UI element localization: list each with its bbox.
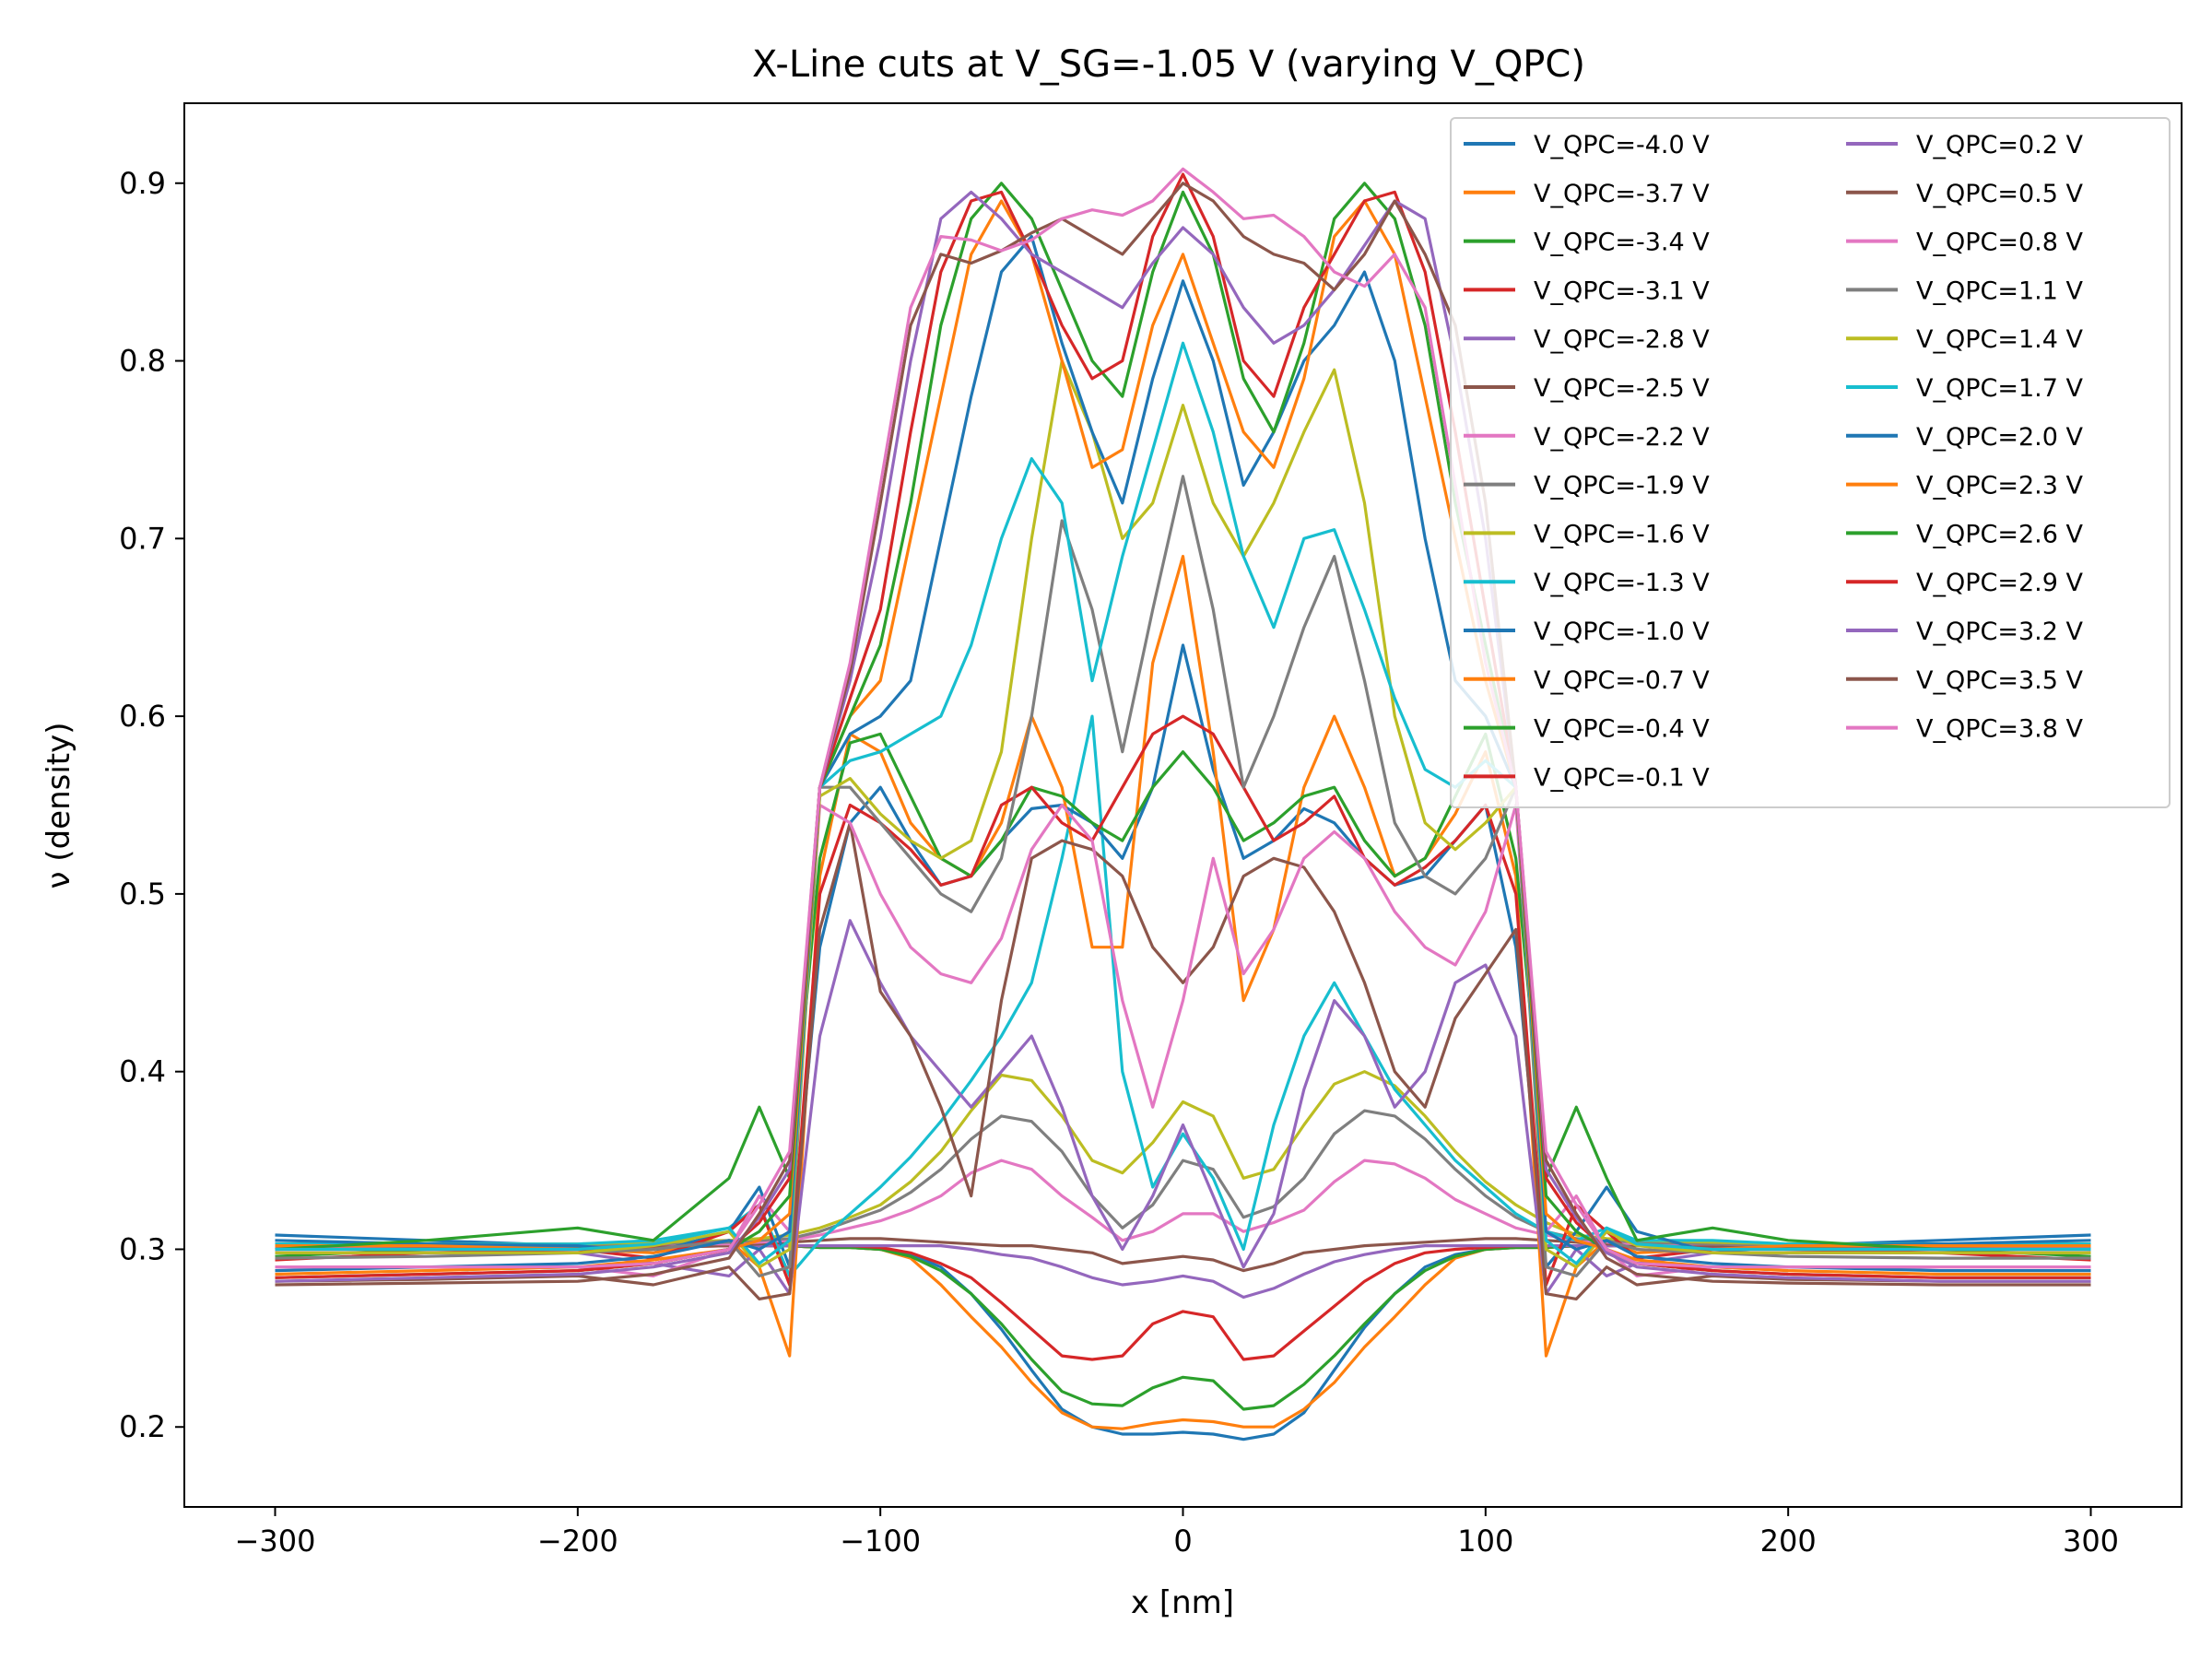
legend-label: V_QPC=2.9 V bbox=[1916, 569, 2084, 597]
legend-label: V_QPC=1.7 V bbox=[1916, 374, 2084, 403]
legend-label: V_QPC=1.4 V bbox=[1916, 325, 2084, 354]
chart-title: X-Line cuts at V_SG=-1.05 V (varying V_Q… bbox=[752, 43, 1585, 86]
x-tick-label: 300 bbox=[2063, 1524, 2119, 1559]
y-tick-label: 0.4 bbox=[119, 1054, 166, 1089]
legend-label: V_QPC=-1.6 V bbox=[1534, 520, 1710, 548]
x-tick-label: −300 bbox=[235, 1524, 316, 1559]
legend-label: V_QPC=2.0 V bbox=[1916, 423, 2084, 452]
x-tick-label: −200 bbox=[537, 1524, 618, 1559]
y-axis: 0.2 0.3 0.4 0.5 0.6 0.7 0.8 0.9 bbox=[119, 166, 184, 1444]
legend-label: V_QPC=-2.2 V bbox=[1534, 423, 1710, 452]
legend-label: V_QPC=2.6 V bbox=[1916, 520, 2084, 548]
y-tick-label: 0.3 bbox=[119, 1231, 166, 1266]
x-axis-label: x [nm] bbox=[1131, 1584, 1234, 1621]
legend-label: V_QPC=-3.7 V bbox=[1534, 180, 1710, 208]
x-tick-label: 0 bbox=[1173, 1524, 1192, 1559]
x-tick-label: 100 bbox=[1457, 1524, 1513, 1559]
legend-label: V_QPC=0.8 V bbox=[1916, 229, 2084, 257]
legend-label: V_QPC=-3.4 V bbox=[1534, 229, 1710, 257]
legend-label: V_QPC=-0.7 V bbox=[1534, 666, 1710, 695]
x-tick-label: −100 bbox=[840, 1524, 921, 1559]
legend-label: V_QPC=0.5 V bbox=[1916, 180, 2084, 208]
legend-label: V_QPC=-1.0 V bbox=[1534, 618, 1710, 646]
y-tick-label: 0.5 bbox=[119, 877, 166, 912]
y-tick-label: 0.7 bbox=[119, 521, 166, 556]
legend-box bbox=[1450, 117, 2171, 808]
y-tick-label: 0.6 bbox=[119, 699, 166, 734]
series-line-16 bbox=[275, 821, 2091, 1301]
legend-label: V_QPC=-1.9 V bbox=[1534, 472, 1710, 500]
legend-label: V_QPC=-0.4 V bbox=[1534, 715, 1710, 744]
legend-label: V_QPC=-4.0 V bbox=[1534, 131, 1710, 159]
y-axis-label: ν (density) bbox=[41, 723, 77, 889]
series-line-10 bbox=[275, 714, 2091, 1278]
legend-label: V_QPC=2.3 V bbox=[1916, 472, 2084, 500]
y-tick-label: 0.8 bbox=[119, 344, 166, 379]
legend-label: V_QPC=-3.1 V bbox=[1534, 276, 1710, 305]
legend-label: V_QPC=-2.8 V bbox=[1534, 325, 1710, 354]
x-axis: −300 −200 −100 0 100 200 300 bbox=[235, 1507, 2119, 1559]
series-line-15 bbox=[275, 919, 2091, 1296]
series-line-27 bbox=[275, 167, 2091, 1269]
series-line-5 bbox=[275, 1243, 2091, 1300]
legend-label: V_QPC=-2.5 V bbox=[1534, 374, 1710, 403]
series-layer bbox=[275, 167, 2091, 1441]
legend-label: V_QPC=3.2 V bbox=[1916, 618, 2084, 646]
legend-label: V_QPC=0.2 V bbox=[1916, 131, 2084, 159]
legend-label: V_QPC=-1.3 V bbox=[1534, 569, 1710, 597]
legend-label: V_QPC=3.5 V bbox=[1916, 666, 2084, 695]
legend-label: V_QPC=1.1 V bbox=[1916, 276, 2084, 305]
y-tick-label: 0.9 bbox=[119, 166, 166, 201]
legend: V_QPC=-4.0 V V_QPC=-3.7 V V_QPC=-3.4 V V_QP… bbox=[1450, 117, 2171, 808]
y-tick-label: 0.2 bbox=[119, 1409, 166, 1444]
legend-label: V_QPC=-0.1 V bbox=[1534, 763, 1710, 792]
x-tick-label: 200 bbox=[1760, 1524, 1817, 1559]
legend-label: V_QPC=3.8 V bbox=[1916, 715, 2084, 744]
